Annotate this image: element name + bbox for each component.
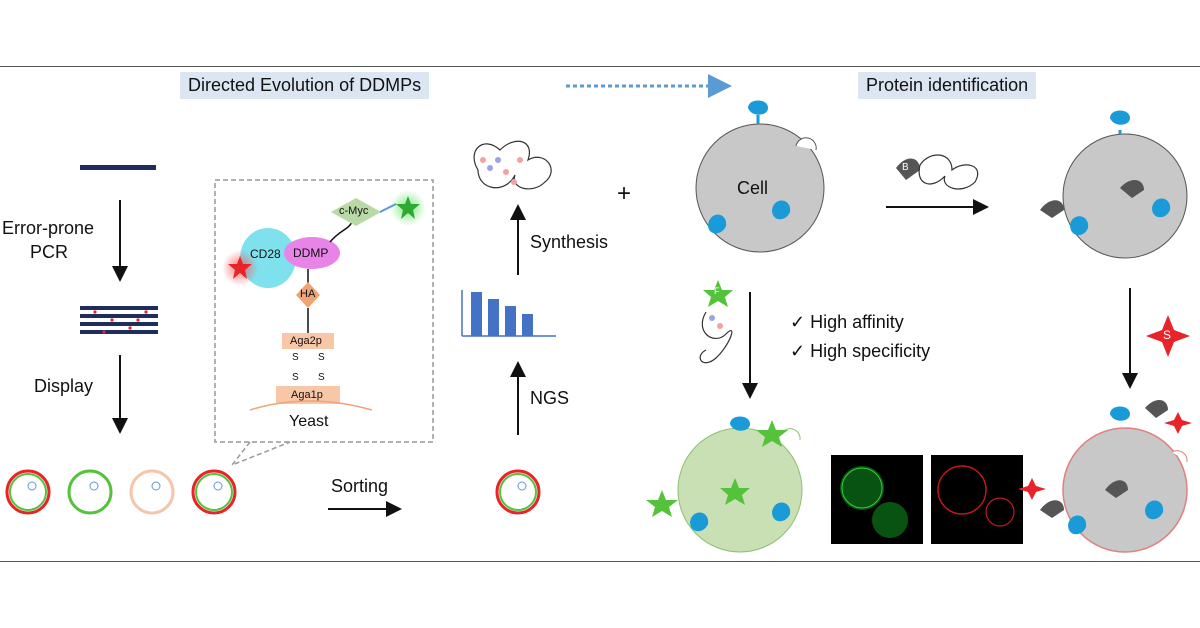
antibody-stick [379,203,397,213]
yeast-cell-3 [129,469,175,515]
ddmp-peptide [473,140,552,190]
label-display: Display [34,376,94,396]
label-ngs: NGS [530,388,570,408]
label-plus: + [617,180,632,207]
aga2p-shape [282,333,334,349]
inset-s-4: S [318,372,325,383]
inset-ddmp-label: DDMP [293,246,329,260]
sorted-yeast-cell [495,469,541,515]
inset-yeast-label: Yeast [289,413,329,430]
top-divider [0,66,1200,67]
yeast-cell-2 [67,469,113,515]
property-high-affinity: ✓ High affinity [790,312,904,332]
inset-cmyc-label: c-Myc [339,205,369,217]
linker [329,221,353,243]
dna-template [80,165,156,170]
microscopy-red [931,455,1023,544]
cmyc-shape [331,198,381,226]
microscopy-green [831,455,923,544]
f-probe [699,280,733,364]
inset-s-2: S [292,372,299,383]
property-high-specificity: ✓ High specificity [790,341,931,361]
ngs-histogram [461,290,556,337]
inset-s-3: S [318,352,325,363]
label-pcr: PCR [30,242,69,262]
inset-ha-label: HA [300,288,316,300]
b-probe [896,154,979,190]
yeast-cell-4 [191,469,237,515]
green-star-icon [396,196,420,219]
green-labeled-cell [646,416,803,553]
badge-f: F [714,286,720,296]
red-star-icon [228,256,252,279]
label-error-prone: Error-prone [2,218,95,238]
s-probe-icon [1146,315,1190,357]
inset-box [214,179,434,443]
inset-aga1p-label: Aga1p [291,389,323,401]
inset-cd28-label: CD28 [250,247,281,261]
header-protein-identification: Protein identification [858,72,1037,99]
label-synthesis: Synthesis [530,232,609,252]
label-sorting: Sorting [331,476,389,496]
ha-shape [296,282,320,308]
inset-pointer [229,441,291,467]
target-cell [695,100,825,253]
labeled-cell-b [1040,110,1188,259]
inset-s-1: S [292,352,299,363]
badge-s: S [1163,328,1172,342]
aga1p-shape [276,386,340,404]
yeast-cell-1 [5,469,51,515]
badge-b: B [902,162,909,173]
inset-aga2p-label: Aga2p [290,335,322,347]
dna-library [80,306,158,334]
red-labeled-cell [1018,399,1192,553]
ddmp-shape [284,237,340,269]
yeast-membrane [249,400,373,411]
header-directed-evolution: Directed Evolution of DDMPs [180,72,430,99]
bottom-divider [0,561,1200,562]
cell-label: Cell [737,178,769,198]
